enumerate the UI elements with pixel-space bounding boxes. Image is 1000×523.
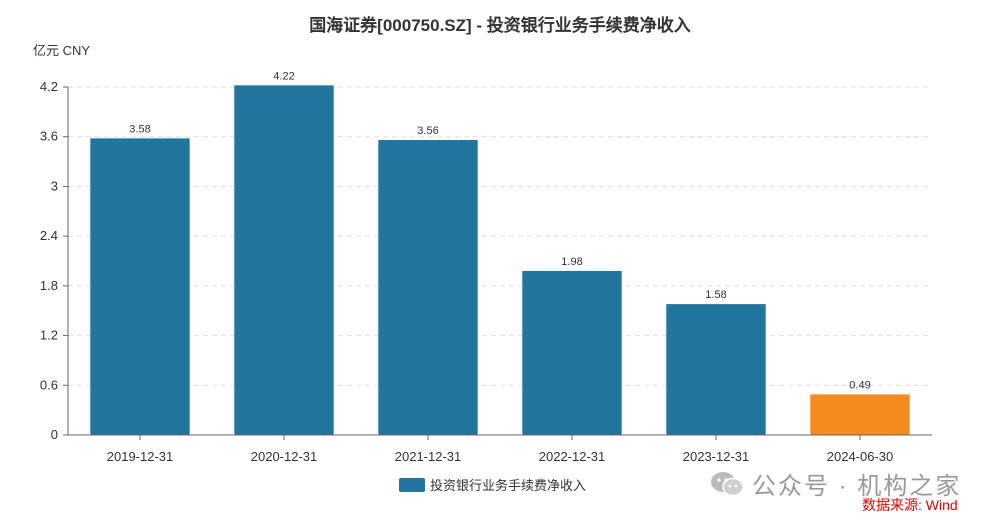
y-tick-label: 2.4 xyxy=(40,228,58,243)
bar xyxy=(666,304,766,435)
unit-label: 亿元 CNY xyxy=(33,43,90,58)
bars xyxy=(90,85,910,435)
y-tick-label: 0.6 xyxy=(40,377,58,392)
y-tick-label: 1.8 xyxy=(40,278,58,293)
watermark-text: 公众号 · 机构之家 xyxy=(752,473,962,500)
y-tick-label: 1.2 xyxy=(40,328,58,343)
x-tick-label: 2022-12-31 xyxy=(539,449,606,464)
data-label: 3.56 xyxy=(417,125,438,137)
data-label: 1.58 xyxy=(705,289,726,301)
x-axis-ticks: 2019-12-31 2020-12-31 2021-12-31 2022-12-31… xyxy=(107,435,894,464)
x-tick-label: 2024-06-30 xyxy=(827,449,894,464)
x-tick-label: 2019-12-31 xyxy=(107,449,174,464)
data-label: 4.22 xyxy=(273,70,294,82)
bar xyxy=(90,138,190,435)
y-tick-label: 4.2 xyxy=(40,79,58,94)
bar xyxy=(378,140,478,435)
x-tick-label: 2021-12-31 xyxy=(395,449,462,464)
legend-label: 投资银行业务手续费净收入 xyxy=(430,478,586,493)
grid-lines xyxy=(68,86,932,386)
bar xyxy=(810,394,910,435)
x-tick-label: 2020-12-31 xyxy=(251,449,318,464)
y-tick-label: 3.6 xyxy=(40,129,58,144)
data-label: 3.58 xyxy=(129,123,150,135)
wechat-icon xyxy=(711,471,744,496)
chart-title: 国海证券[000750.SZ] - 投资银行业务手续费净收入 xyxy=(309,15,691,35)
legend[interactable]: 投资银行业务手续费净收入 xyxy=(399,478,586,493)
y-tick-label: 0 xyxy=(51,427,58,442)
y-axis-ticks: 0 0.6 1.2 1.8 2.4 3 3.6 4.2 xyxy=(40,79,69,442)
data-label: 1.98 xyxy=(561,256,582,268)
data-source: 数据来源: Wind xyxy=(862,497,958,513)
y-tick-label: 3 xyxy=(51,178,58,193)
watermark: 公众号 · 机构之家 xyxy=(710,466,961,501)
legend-swatch xyxy=(399,478,425,492)
bar xyxy=(522,270,622,435)
data-labels: 3.58 4.22 3.56 1.98 1.58 0.49 xyxy=(129,70,870,391)
x-tick-label: 2023-12-31 xyxy=(683,449,750,464)
data-label: 0.49 xyxy=(849,379,870,391)
bar xyxy=(234,85,334,435)
